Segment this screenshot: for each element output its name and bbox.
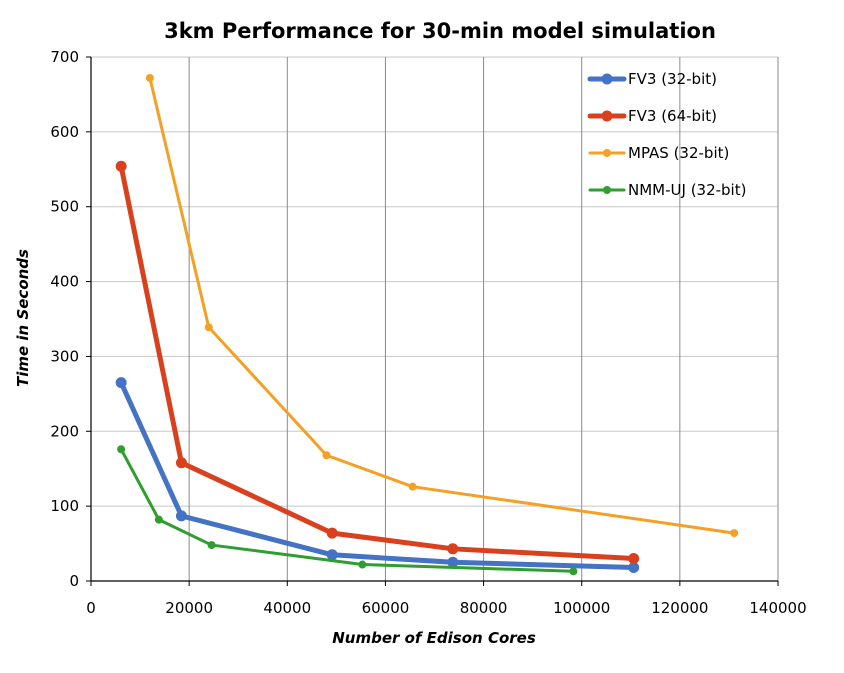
data-point bbox=[326, 549, 338, 561]
y-tick-label: 500 bbox=[50, 198, 79, 216]
data-point bbox=[569, 567, 578, 576]
legend-swatch-marker bbox=[601, 110, 613, 122]
y-tick-label: 600 bbox=[50, 123, 79, 141]
legend-item: MPAS (32-bit) bbox=[588, 144, 729, 162]
data-point bbox=[628, 553, 640, 565]
series-fv3-32-bit bbox=[115, 377, 640, 574]
x-tick-label: 20000 bbox=[165, 599, 213, 617]
y-tick-label: 400 bbox=[50, 273, 79, 291]
y-tick-label: 200 bbox=[50, 422, 79, 440]
legend-item: FV3 (64-bit) bbox=[587, 107, 717, 125]
series-layer bbox=[115, 73, 739, 576]
x-tick-label: 120000 bbox=[651, 599, 708, 617]
x-axis-ticks: 0 20000 40000 60000 80000 100000 120000 140000 bbox=[86, 581, 807, 617]
data-point bbox=[207, 541, 216, 550]
data-point bbox=[322, 451, 331, 460]
series-line bbox=[118, 163, 637, 562]
data-point bbox=[628, 562, 640, 574]
y-axis-title: Time in Seconds bbox=[14, 249, 32, 387]
data-point bbox=[117, 445, 126, 454]
data-point bbox=[154, 515, 163, 524]
legend-swatch-marker bbox=[601, 73, 613, 85]
gridlines bbox=[91, 56, 779, 581]
data-point bbox=[358, 560, 367, 569]
legend-item: NMM-UJ (32-bit) bbox=[588, 181, 746, 199]
x-tick-label: 140000 bbox=[749, 599, 806, 617]
y-axis-ticks: 0 100 200 300 400 500 600 700 bbox=[50, 48, 91, 590]
y-tick-label: 700 bbox=[50, 48, 79, 66]
data-point bbox=[115, 160, 127, 172]
y-tick-label: 0 bbox=[69, 572, 79, 590]
legend-label: NMM-UJ (32-bit) bbox=[628, 181, 746, 199]
legend-item: FV3 (32-bit) bbox=[587, 70, 717, 88]
chart-title: 3km Performance for 30-min model simulat… bbox=[164, 19, 716, 43]
data-point bbox=[326, 527, 338, 539]
x-tick-label: 80000 bbox=[460, 599, 508, 617]
legend-label: FV3 (64-bit) bbox=[628, 107, 717, 125]
data-point bbox=[730, 529, 739, 538]
data-point bbox=[408, 482, 417, 491]
data-point bbox=[447, 556, 459, 568]
data-point bbox=[175, 457, 187, 469]
data-point bbox=[175, 510, 187, 522]
x-tick-label: 60000 bbox=[362, 599, 410, 617]
data-point bbox=[145, 73, 154, 82]
legend-label: MPAS (32-bit) bbox=[628, 144, 729, 162]
data-point bbox=[204, 323, 213, 332]
legend-swatch-marker bbox=[603, 149, 611, 157]
x-tick-label: 0 bbox=[86, 599, 96, 617]
x-tick-label: 100000 bbox=[553, 599, 610, 617]
data-point bbox=[115, 377, 127, 389]
y-tick-label: 300 bbox=[50, 347, 79, 365]
series-fv3-64-bit bbox=[115, 160, 640, 565]
series-mpas-32-bit bbox=[145, 73, 739, 538]
data-point bbox=[447, 543, 459, 555]
axes bbox=[90, 57, 778, 582]
legend-label: FV3 (32-bit) bbox=[628, 70, 717, 88]
legend: FV3 (32-bit) FV3 (64-bit) MPAS (32-bit) NMM… bbox=[587, 70, 746, 199]
y-tick-label: 100 bbox=[50, 497, 79, 515]
x-tick-label: 40000 bbox=[263, 599, 311, 617]
x-axis-title: Number of Edison Cores bbox=[332, 629, 536, 647]
legend-swatch-marker bbox=[603, 186, 611, 194]
series-nmm-uj-32-bit bbox=[117, 445, 578, 576]
